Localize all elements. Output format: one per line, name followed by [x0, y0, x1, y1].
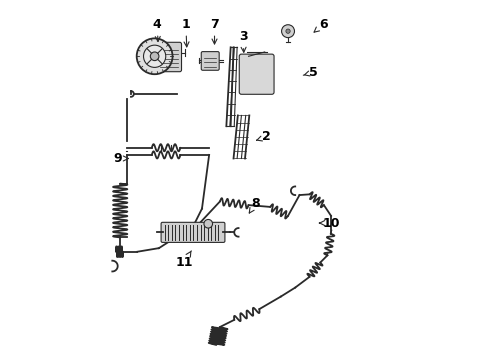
- Text: 9: 9: [113, 152, 128, 165]
- Text: 1: 1: [181, 18, 190, 47]
- Text: 3: 3: [239, 30, 247, 52]
- Text: 4: 4: [153, 18, 162, 41]
- Text: 2: 2: [257, 130, 271, 144]
- FancyBboxPatch shape: [201, 51, 219, 70]
- Text: 6: 6: [314, 18, 328, 32]
- Text: 5: 5: [303, 66, 318, 79]
- Circle shape: [286, 29, 290, 33]
- Circle shape: [144, 45, 166, 67]
- FancyBboxPatch shape: [156, 42, 181, 72]
- Circle shape: [204, 220, 213, 228]
- Circle shape: [150, 52, 159, 60]
- Text: 7: 7: [210, 18, 219, 44]
- Circle shape: [282, 25, 294, 38]
- Text: 10: 10: [319, 216, 340, 230]
- Text: 8: 8: [249, 197, 260, 213]
- FancyBboxPatch shape: [239, 54, 274, 94]
- FancyBboxPatch shape: [161, 222, 225, 242]
- Text: 11: 11: [175, 251, 193, 269]
- Circle shape: [137, 39, 172, 74]
